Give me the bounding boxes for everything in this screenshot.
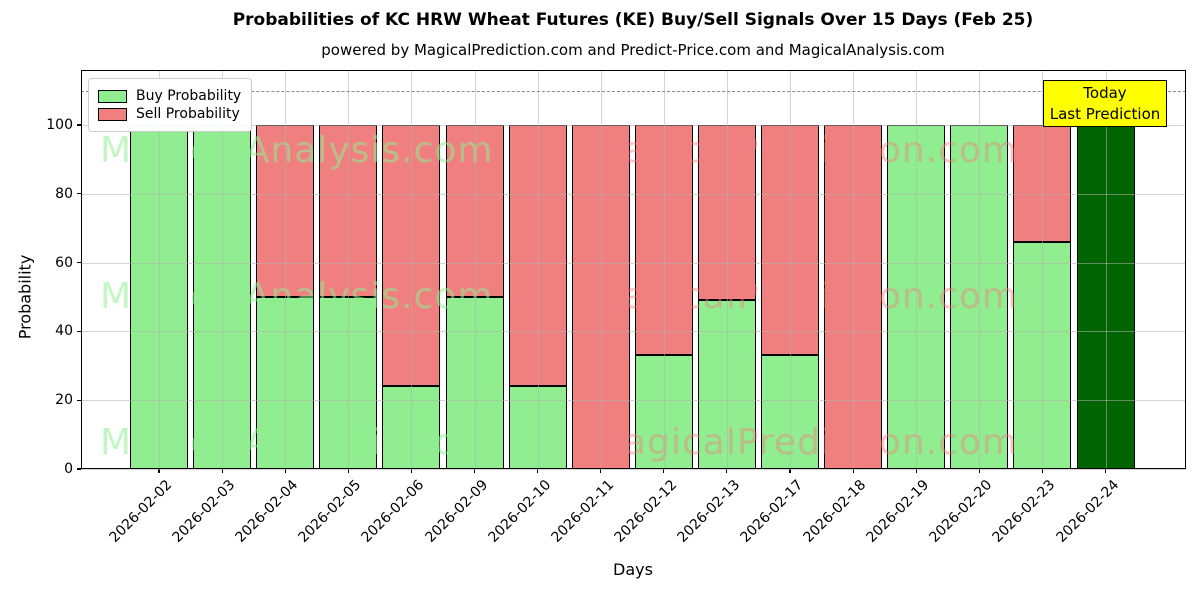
y-tick-label: 0	[64, 461, 73, 477]
vertical-gridline	[537, 70, 539, 469]
vertical-gridline	[159, 70, 160, 469]
x-tick-mark	[600, 469, 602, 473]
y-tick-label: 80	[55, 185, 73, 202]
x-tick-mark	[915, 469, 917, 473]
legend-sell-label: Sell Probability	[136, 106, 240, 122]
x-tick-mark	[726, 469, 728, 473]
watermark-left: MagicalAnalysis.com	[100, 422, 494, 463]
x-tick-mark	[221, 469, 223, 473]
vertical-gridline	[348, 70, 350, 469]
x-tick-mark	[158, 469, 160, 473]
sell-probability-swatch	[98, 107, 127, 121]
vertical-gridline	[979, 70, 981, 469]
x-tick-mark	[1041, 469, 1043, 473]
vertical-gridline	[285, 70, 287, 469]
horizontal-gridline	[81, 469, 1186, 470]
x-tick-mark	[789, 469, 791, 473]
vertical-gridline	[474, 70, 476, 469]
y-tick-label: 60	[55, 254, 73, 271]
vertical-gridline	[790, 70, 791, 469]
vertical-gridline	[600, 70, 602, 469]
watermark-right: MagicalPrediction.com	[592, 130, 1018, 171]
y-tick-mark	[77, 399, 81, 401]
horizontal-gridline	[81, 193, 1186, 195]
y-tick-label: 20	[55, 392, 73, 409]
horizontal-gridline	[81, 262, 1186, 264]
x-tick-mark	[978, 469, 980, 473]
vertical-gridline	[916, 70, 918, 469]
vertical-gridline	[663, 70, 665, 469]
vertical-gridline	[726, 70, 728, 469]
legend-item-buy: Buy Probability	[98, 88, 241, 104]
threshold-dashed-line	[81, 90, 1186, 92]
x-tick-mark	[347, 469, 349, 473]
y-tick-mark	[77, 193, 81, 195]
vertical-gridline	[411, 70, 413, 469]
watermark-right: MagicalPrediction.com	[592, 422, 1018, 463]
x-tick-mark	[1104, 469, 1107, 473]
y-tick-mark	[77, 330, 81, 332]
legend: Buy Probability Sell Probability	[88, 78, 253, 132]
today-annotation: Today Last Prediction	[1043, 80, 1167, 127]
x-tick-mark	[284, 469, 286, 473]
horizontal-gridline	[81, 331, 1186, 333]
vertical-gridline	[1042, 70, 1044, 469]
watermark-right: MagicalPrediction.com	[592, 276, 1018, 317]
watermark-layer: MagicalAnalysis.com MagicalPrediction.com…	[81, 70, 1186, 469]
y-tick-mark	[77, 124, 81, 126]
buy-probability-swatch	[98, 89, 127, 103]
chart-title: Probabilities of KC HRW Wheat Futures (K…	[232, 10, 1034, 30]
watermark-left: MagicalAnalysis.com	[100, 130, 494, 171]
x-tick-mark	[663, 469, 665, 473]
x-tick-mark	[473, 469, 476, 473]
vertical-gridline	[222, 70, 224, 469]
y-tick-mark	[77, 468, 81, 470]
x-tick-mark	[852, 469, 854, 473]
x-axis-label: Days	[613, 560, 653, 579]
y-tick-label: 40	[55, 323, 73, 340]
legend-item-sell: Sell Probability	[98, 106, 241, 122]
y-tick-mark	[77, 262, 81, 264]
x-tick-mark	[410, 469, 412, 473]
x-tick-mark	[537, 469, 539, 473]
legend-buy-label: Buy Probability	[136, 88, 242, 104]
horizontal-gridline	[81, 400, 1186, 402]
grid-layer	[81, 70, 1186, 470]
y-tick-label: 100	[46, 117, 73, 134]
today-annotation-line1: Today	[1083, 84, 1127, 102]
watermark-left: MagicalAnalysis.com	[100, 276, 494, 317]
horizontal-gridline	[81, 125, 1186, 127]
vertical-gridline	[1105, 70, 1107, 469]
today-annotation-line2: Last Prediction	[1049, 105, 1161, 123]
plot-area: MagicalAnalysis.com MagicalPrediction.com…	[81, 70, 1186, 470]
vertical-gridline	[853, 70, 855, 469]
chart-subtitle: powered by MagicalPrediction.com and Pre…	[321, 41, 945, 59]
